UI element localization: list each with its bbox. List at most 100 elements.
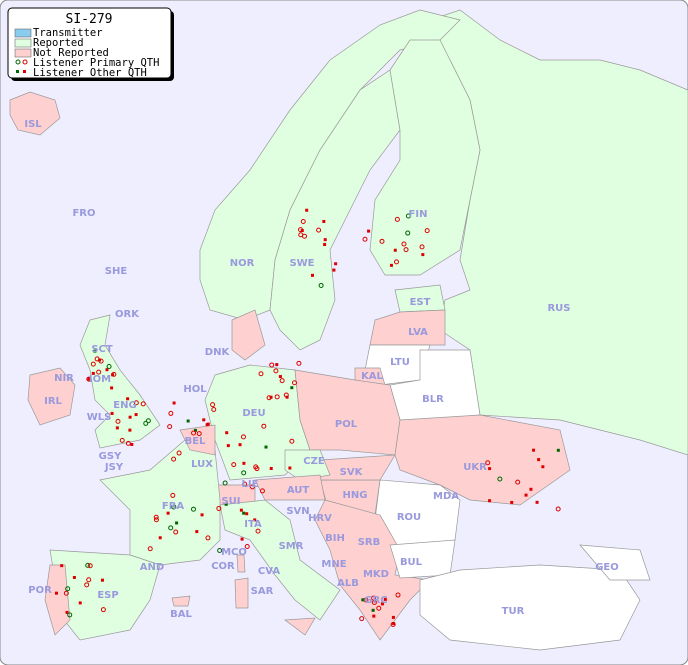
listener-primary-qth — [291, 380, 297, 386]
listener-primary-qth — [170, 492, 176, 498]
listener-other-qth — [206, 422, 210, 426]
listener-other-qth — [110, 386, 114, 390]
listener-primary-qth — [210, 402, 216, 408]
label-wls: WLS — [87, 412, 112, 423]
legend-primary-qth: Listener Primary QTH — [33, 57, 159, 69]
label-tur: TUR — [502, 606, 525, 617]
listener-other-qth — [529, 487, 533, 491]
listener-primary-qth — [259, 488, 265, 494]
legend-other-qth: Listener Other QTH — [33, 67, 147, 79]
label-she: SHE — [105, 266, 128, 277]
country-ita — [219, 499, 341, 621]
listener-other-qth — [166, 511, 170, 515]
listener-other-qth — [332, 268, 336, 272]
listener-other-qth — [78, 601, 82, 605]
listener-primary-qth — [168, 525, 174, 531]
listener-primary-qth — [153, 514, 159, 520]
listener-primary-qth — [216, 505, 222, 511]
listener-other-qth — [239, 508, 243, 512]
listener-other-qth — [54, 591, 58, 595]
listener-other-qth — [371, 608, 375, 612]
listener-primary-qth — [424, 228, 430, 234]
listener-primary-qth — [318, 282, 324, 288]
label-and: AND — [140, 562, 164, 573]
listener-other-qth — [367, 229, 371, 233]
listener-primary-qth — [405, 213, 411, 219]
listener-other-qth — [323, 238, 327, 242]
listener-other-qth — [175, 521, 179, 525]
listener-other-qth — [488, 467, 492, 471]
listener-primary-qth — [106, 363, 112, 369]
listener-primary-qth — [401, 241, 407, 247]
listener-other-qth — [195, 530, 199, 534]
country-fin — [369, 39, 481, 276]
listener-primary-qth — [244, 543, 250, 549]
listener-other-qth — [202, 418, 206, 422]
listener-primary-qth — [274, 394, 280, 400]
label-mkd: MKD — [363, 569, 389, 580]
label-hng: HNG — [343, 490, 368, 501]
listener-other-qth — [186, 419, 190, 423]
listener-primary-qth — [90, 361, 96, 367]
listener-other-qth — [541, 465, 545, 469]
label-dnk: DNK — [205, 347, 231, 358]
listener-primary-qth — [371, 600, 377, 606]
country-isl — [9, 91, 61, 136]
country-tur — [419, 564, 641, 651]
listener-other-qth — [278, 375, 282, 379]
listener-primary-qth — [171, 504, 177, 510]
label-alb: ALB — [337, 578, 359, 589]
label-blr: BLR — [422, 394, 444, 405]
listener-other-qth — [224, 502, 228, 506]
listener-other-qth — [393, 248, 397, 252]
listener-other-qth — [158, 536, 162, 540]
listener-primary-qth — [242, 481, 248, 487]
label-sct: SCT — [91, 344, 113, 355]
listener-other-qth — [537, 458, 541, 462]
listener-other-qth — [264, 445, 268, 449]
listener-other-qth — [130, 442, 134, 446]
listener-primary-qth — [376, 605, 382, 611]
label-bul: BUL — [400, 557, 423, 568]
listener-other-qth — [269, 395, 273, 399]
listener-primary-qth — [196, 431, 202, 437]
listener-primary-qth — [217, 547, 223, 553]
listener-other-qth — [334, 262, 338, 266]
label-kal: KAL — [361, 371, 383, 382]
listener-other-qth — [510, 500, 514, 504]
listener-other-qth — [105, 368, 109, 372]
listener-primary-qth — [140, 401, 146, 407]
listener-other-qth — [524, 493, 528, 497]
listener-primary-qth — [258, 371, 264, 377]
listener-other-qth — [172, 401, 176, 405]
listener-primary-qth — [394, 216, 400, 222]
listener-other-qth — [65, 610, 69, 614]
label-bal: BAL — [170, 609, 192, 620]
label-deu: DEU — [242, 408, 265, 419]
label-fra: FRA — [162, 501, 185, 512]
legend-not-reported: Not Reported — [33, 47, 109, 59]
listener-primary-qth — [316, 227, 322, 233]
listener-other-qth — [532, 448, 536, 452]
label-hol: HOL — [183, 384, 207, 395]
listener-primary-qth — [86, 376, 92, 382]
label-esp: ESP — [97, 590, 118, 601]
listener-primary-qth — [279, 378, 285, 384]
listener-other-qth — [285, 395, 289, 399]
other-qth-icon — [16, 70, 19, 73]
listener-primary-qth — [145, 418, 151, 424]
listener-primary-qth — [555, 506, 561, 512]
legend-transmitter: Transmitter — [33, 27, 103, 39]
listener-primary-qth — [405, 230, 411, 236]
listener-other-qth — [60, 564, 64, 568]
listener-primary-qth — [302, 233, 308, 239]
country-swe — [269, 69, 401, 351]
label-fin: FIN — [409, 209, 428, 220]
label-sar: SAR — [251, 586, 274, 597]
listener-primary-qth — [111, 371, 117, 377]
listener-primary-qth — [84, 582, 90, 588]
listener-other-qth — [380, 602, 384, 606]
listener-primary-qth — [67, 612, 73, 618]
transmitter-swatch — [14, 28, 32, 38]
